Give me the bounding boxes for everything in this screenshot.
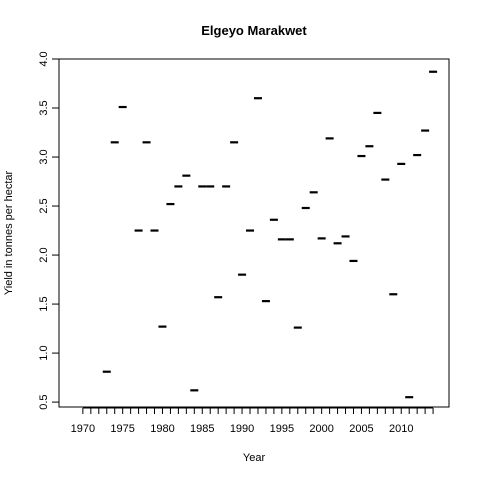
y-axis: 0.5 1.0 1.5 2.0 2.5 3.0 3.5 4.0 [38,51,59,410]
y-tick-label: 0.5 [38,394,50,409]
x-tick-label: 2005 [349,423,373,435]
y-tick-label: 2.0 [38,247,50,262]
x-axis-label: Year [243,452,266,464]
data-points [102,70,438,399]
y-tick-label: 2.5 [38,198,50,213]
y-tick-label: 3.0 [38,149,50,164]
y-tick-label: 4.0 [38,51,50,66]
x-tick-label: 1975 [110,423,134,435]
x-tick-label: 1995 [270,423,294,435]
plot-frame [58,58,450,408]
x-tick-label: 1985 [190,423,214,435]
y-tick-label: 1.0 [38,345,50,360]
x-tick-label: 1970 [71,423,95,435]
y-tick-label: 3.5 [38,100,50,115]
x-tick-label: 1980 [150,423,174,435]
x-tick-label: 1990 [230,423,254,435]
x-tick-label: 2000 [309,423,333,435]
y-axis-label: Yield in tonnes per hectar [3,170,15,295]
chart-title: Elgeyo Marakwet [201,23,307,38]
x-tick-label: 2010 [389,423,413,435]
y-tick-label: 1.5 [38,296,50,311]
x-axis: 1970 1975 1980 1985 1990 1995 2000 2005 2010 [71,407,434,435]
